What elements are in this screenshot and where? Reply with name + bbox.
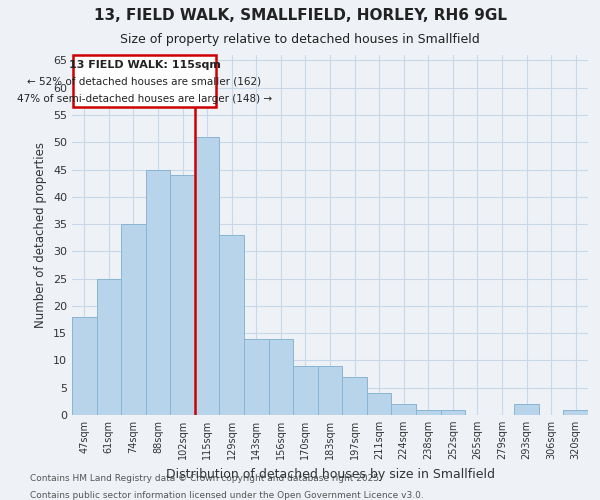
Bar [416,410,440,415]
Bar [563,410,588,415]
Text: 13, FIELD WALK, SMALLFIELD, HORLEY, RH6 9GL: 13, FIELD WALK, SMALLFIELD, HORLEY, RH6 … [94,8,506,22]
Text: 47% of semi-detached houses are larger (148) →: 47% of semi-detached houses are larger (… [17,94,272,104]
Text: ← 52% of detached houses are smaller (162): ← 52% of detached houses are smaller (16… [28,77,262,87]
Text: Contains public sector information licensed under the Open Government Licence v3: Contains public sector information licen… [30,491,424,500]
Bar [293,366,318,415]
Bar [440,410,465,415]
Y-axis label: Number of detached properties: Number of detached properties [34,142,47,328]
X-axis label: Distribution of detached houses by size in Smallfield: Distribution of detached houses by size … [166,468,494,480]
Bar [121,224,146,415]
Bar [73,55,216,107]
Text: Contains HM Land Registry data © Crown copyright and database right 2025.: Contains HM Land Registry data © Crown c… [30,474,382,483]
Bar [146,170,170,415]
Bar [269,338,293,415]
Bar [367,393,391,415]
Bar [244,338,269,415]
Bar [391,404,416,415]
Text: Size of property relative to detached houses in Smallfield: Size of property relative to detached ho… [120,32,480,46]
Bar [318,366,342,415]
Bar [514,404,539,415]
Bar [342,377,367,415]
Bar [170,175,195,415]
Bar [220,235,244,415]
Bar [97,278,121,415]
Bar [195,137,220,415]
Bar [72,317,97,415]
Text: 13 FIELD WALK: 115sqm: 13 FIELD WALK: 115sqm [68,60,220,70]
